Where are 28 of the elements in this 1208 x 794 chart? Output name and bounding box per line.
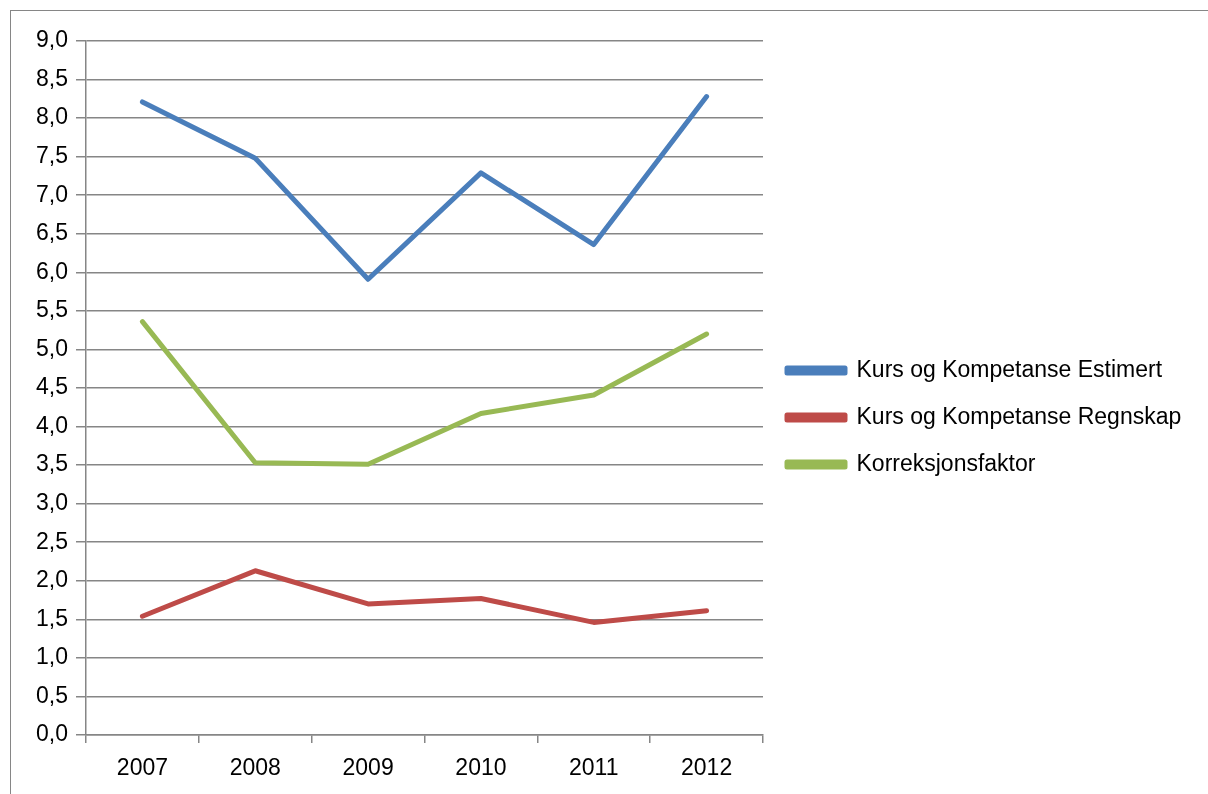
- y-tick-label: 7,0: [36, 180, 68, 207]
- y-tick-label: 6,5: [36, 219, 68, 246]
- y-tick-label: 2,5: [36, 527, 68, 554]
- x-tick-label: 2008: [229, 754, 281, 781]
- y-tick-label: 3,0: [36, 489, 68, 516]
- y-tick-label: 4,0: [36, 411, 68, 438]
- y-tick-label: 5,5: [36, 296, 68, 323]
- x-tick-label: 2011: [569, 754, 619, 781]
- y-tick-label: 1,5: [36, 604, 68, 631]
- x-tick-label: 2012: [681, 754, 733, 781]
- y-tick-label: 4,5: [36, 373, 68, 400]
- y-tick-label: 6,0: [36, 257, 68, 284]
- y-tick-label: 5,0: [36, 334, 68, 361]
- y-tick-label: 8,5: [36, 64, 68, 91]
- legend-label: Kurs og Kompetanse Regnskap: [856, 402, 1182, 429]
- x-tick-label: 2010: [455, 754, 507, 781]
- legend-label: Korreksjonsfaktor: [856, 449, 1036, 476]
- y-tick-label: 1,0: [36, 643, 68, 670]
- legend-label: Kurs og Kompetanse Estimert: [856, 355, 1163, 382]
- y-tick-label: 9,0: [36, 26, 68, 53]
- x-tick-label: 2009: [342, 754, 394, 781]
- y-tick-label: 2,0: [36, 566, 68, 593]
- y-tick-label: 0,5: [36, 681, 68, 708]
- y-tick-label: 0,0: [36, 720, 68, 747]
- x-tick-label: 2007: [116, 754, 168, 781]
- y-tick-label: 8,0: [36, 103, 68, 130]
- y-tick-label: 3,5: [36, 450, 68, 477]
- y-tick-label: 7,5: [36, 142, 68, 169]
